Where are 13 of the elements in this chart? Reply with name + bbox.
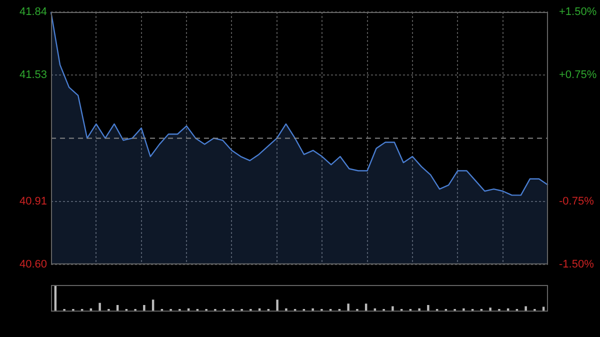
y-tick-label: 40.60 [19, 258, 47, 270]
y2-tick-label: +0.75% [559, 69, 597, 82]
y2-tick-label: -1.50% [559, 258, 594, 270]
bar [427, 304, 430, 312]
y-tick-label: 41.53 [19, 69, 47, 82]
y-tick-label: 41.84 [19, 6, 47, 18]
y2-tick-label: -0.75% [559, 195, 594, 208]
bar [276, 300, 278, 312]
bar [347, 304, 350, 312]
bar [98, 302, 101, 312]
bar [143, 304, 146, 312]
y-tick-label: 40.91 [19, 195, 47, 208]
y2-tick-label: +1.50% [559, 6, 597, 18]
